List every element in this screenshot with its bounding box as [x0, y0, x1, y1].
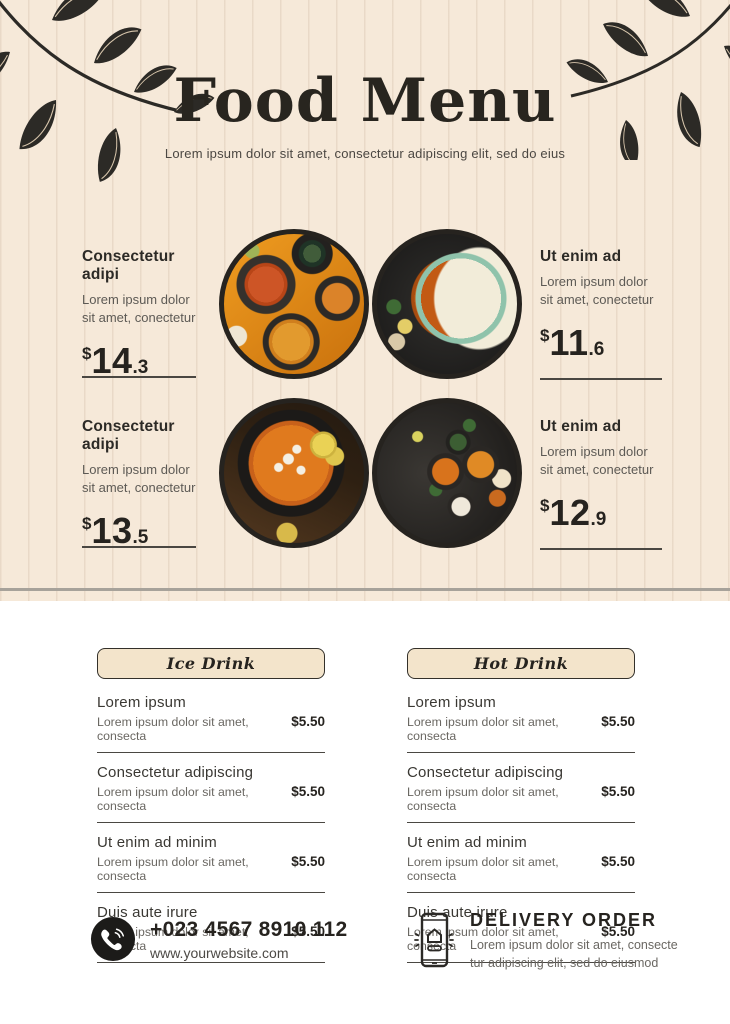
- drink-list-item: Consectetur adipiscing Lorem ipsum dolor…: [407, 764, 635, 823]
- drink-description: Lorem ipsum dolor sit amet, consecta: [407, 855, 559, 883]
- drink-list-item: Lorem ipsum Lorem ipsum dolor sit amet, …: [97, 694, 325, 753]
- currency-symbol: $: [540, 326, 550, 346]
- currency-symbol: $: [540, 496, 550, 516]
- delivery-description-line2: tur adipiscing elit, sed do eiusmod: [470, 956, 659, 971]
- drink-price: $5.50: [601, 924, 635, 939]
- drink-list-item: Consectetur adipiscing Lorem ipsum dolor…: [97, 764, 325, 823]
- delivery-order-title: DELIVERY ORDER: [470, 910, 658, 930]
- drink-list-item: Lorem ipsum Lorem ipsum dolor sit amet, …: [407, 694, 635, 753]
- delivery-order-block: DELIVERY ORDER Lorem ipsum dolor sit ame…: [413, 910, 678, 972]
- price-integer: 14: [91, 340, 133, 382]
- leaf-branch-right-icon: [563, 0, 730, 160]
- drink-price: $5.50: [291, 924, 325, 939]
- menu-item: Consectetur adipi Lorem ipsum dolor sit …: [82, 248, 196, 381]
- menu-item-name: Consectetur adipi: [82, 248, 175, 283]
- ice-drink-list: Lorem ipsum Lorem ipsum dolor sit amet, …: [97, 694, 325, 963]
- drink-description: Lorem ipsum dolor sit amet, consecta: [407, 785, 559, 813]
- price-integer: 13: [91, 510, 133, 552]
- leaf-branch-left-icon: [0, 0, 217, 187]
- menu-item-price: $14.3: [82, 340, 196, 382]
- delivery-description-line1: Lorem ipsum dolor sit amet, consecte: [470, 938, 678, 952]
- menu-item-price: $13.5: [82, 510, 196, 552]
- menu-item: Ut enim ad Lorem ipsum dolor sit amet, c…: [540, 418, 662, 550]
- drink-price: $5.50: [291, 784, 325, 799]
- drink-name: Consectetur adipiscing: [407, 764, 564, 781]
- hot-drink-list: Lorem ipsum Lorem ipsum dolor sit amet, …: [407, 694, 635, 963]
- delivery-order-description: Lorem ipsum dolor sit amet, consecte tur…: [470, 936, 678, 972]
- page-title: Food Menu: [173, 66, 557, 136]
- ice-drink-header: Ice Drink: [97, 648, 325, 679]
- price-decimal: .6: [588, 339, 605, 361]
- drink-name: Lorem ipsum: [97, 694, 186, 711]
- delivery-phone-icon: [414, 912, 454, 968]
- menu-item-description: Lorem ipsum dolor sit amet, conectetur: [82, 462, 196, 496]
- page-subtitle: Lorem ipsum dolor sit amet, consectetur …: [164, 146, 566, 161]
- food-photo-dal-rice-bowl: [372, 229, 522, 379]
- menu-item: Ut enim ad Lorem ipsum dolor sit amet, c…: [540, 248, 662, 380]
- hot-drink-header: Hot Drink: [407, 648, 635, 679]
- divider-line: [540, 378, 662, 380]
- drink-price: $5.50: [601, 784, 635, 799]
- currency-symbol: $: [82, 514, 92, 534]
- price-integer: 12: [549, 492, 591, 534]
- menu-item-price: $12.9: [540, 492, 662, 534]
- phone-contact-block: +023 4567 8910 112 www.yourwebsite.com: [90, 916, 348, 962]
- website-url: www.yourwebsite.com: [150, 944, 289, 961]
- menu-item-description: Lorem ipsum dolor sit amet, conectetur: [540, 274, 654, 308]
- hot-drink-section: Hot Drink Lorem ipsum Lorem ipsum dolor …: [407, 648, 635, 974]
- drink-name: Consectetur adipiscing: [97, 764, 254, 781]
- menu-item-description: Lorem ipsum dolor sit amet, conectetur: [540, 444, 654, 478]
- ice-drink-section: Ice Drink Lorem ipsum Lorem ipsum dolor …: [97, 648, 325, 974]
- price-decimal: .3: [132, 357, 149, 379]
- divider-line: [82, 376, 196, 378]
- drink-description: Lorem ipsum dolor sit amet, consecta: [97, 715, 249, 743]
- drink-description: Lorem ipsum dolor sit amet, consecta: [97, 785, 249, 813]
- hero-section: Food Menu Lorem ipsum dolor sit amet, co…: [0, 0, 730, 601]
- food-photo-thali-tray: [372, 398, 522, 548]
- drink-list-item: Duis aute irure Lorem ipsum dolor sit am…: [97, 904, 325, 963]
- price-decimal: .5: [132, 527, 149, 549]
- drink-name: Ut enim ad minim: [97, 834, 217, 851]
- drink-name: Duis aute irure: [97, 904, 198, 921]
- drink-price: $5.50: [601, 714, 635, 729]
- menu-item-description: Lorem ipsum dolor sit amet, conectetur: [82, 292, 196, 326]
- phone-number: +023 4567 8910 112: [150, 917, 348, 941]
- menu-item-price: $11.6: [540, 322, 662, 364]
- price-integer: 11: [549, 322, 589, 364]
- drink-name: Ut enim ad minim: [407, 834, 527, 851]
- drink-list-item: Ut enim ad minim Lorem ipsum dolor sit a…: [97, 834, 325, 893]
- price-decimal: .9: [590, 509, 607, 531]
- menu-item-name: Consectetur adipi: [82, 418, 175, 453]
- drink-price: $5.50: [291, 714, 325, 729]
- food-photo-karahi-curry: [219, 398, 369, 548]
- divider-line: [82, 546, 196, 548]
- drink-price: $5.50: [291, 854, 325, 869]
- drink-description: Lorem ipsum dolor sit amet, consecta: [97, 855, 249, 883]
- drink-description: Lorem ipsum dolor sit amet, consecta: [407, 715, 559, 743]
- phone-icon: [90, 916, 136, 962]
- divider-line: [540, 548, 662, 550]
- currency-symbol: $: [82, 344, 92, 364]
- food-photo-curry-platter: [219, 229, 369, 379]
- drink-name: Duis aute irure: [407, 904, 508, 921]
- menu-item-name: Ut enim ad: [540, 248, 622, 265]
- menu-item-name: Ut enim ad: [540, 418, 622, 435]
- section-divider-line: [0, 588, 730, 591]
- drink-price: $5.50: [601, 854, 635, 869]
- drink-list-item: Ut enim ad minim Lorem ipsum dolor sit a…: [407, 834, 635, 893]
- menu-item: Consectetur adipi Lorem ipsum dolor sit …: [82, 418, 196, 551]
- drink-name: Lorem ipsum: [407, 694, 496, 711]
